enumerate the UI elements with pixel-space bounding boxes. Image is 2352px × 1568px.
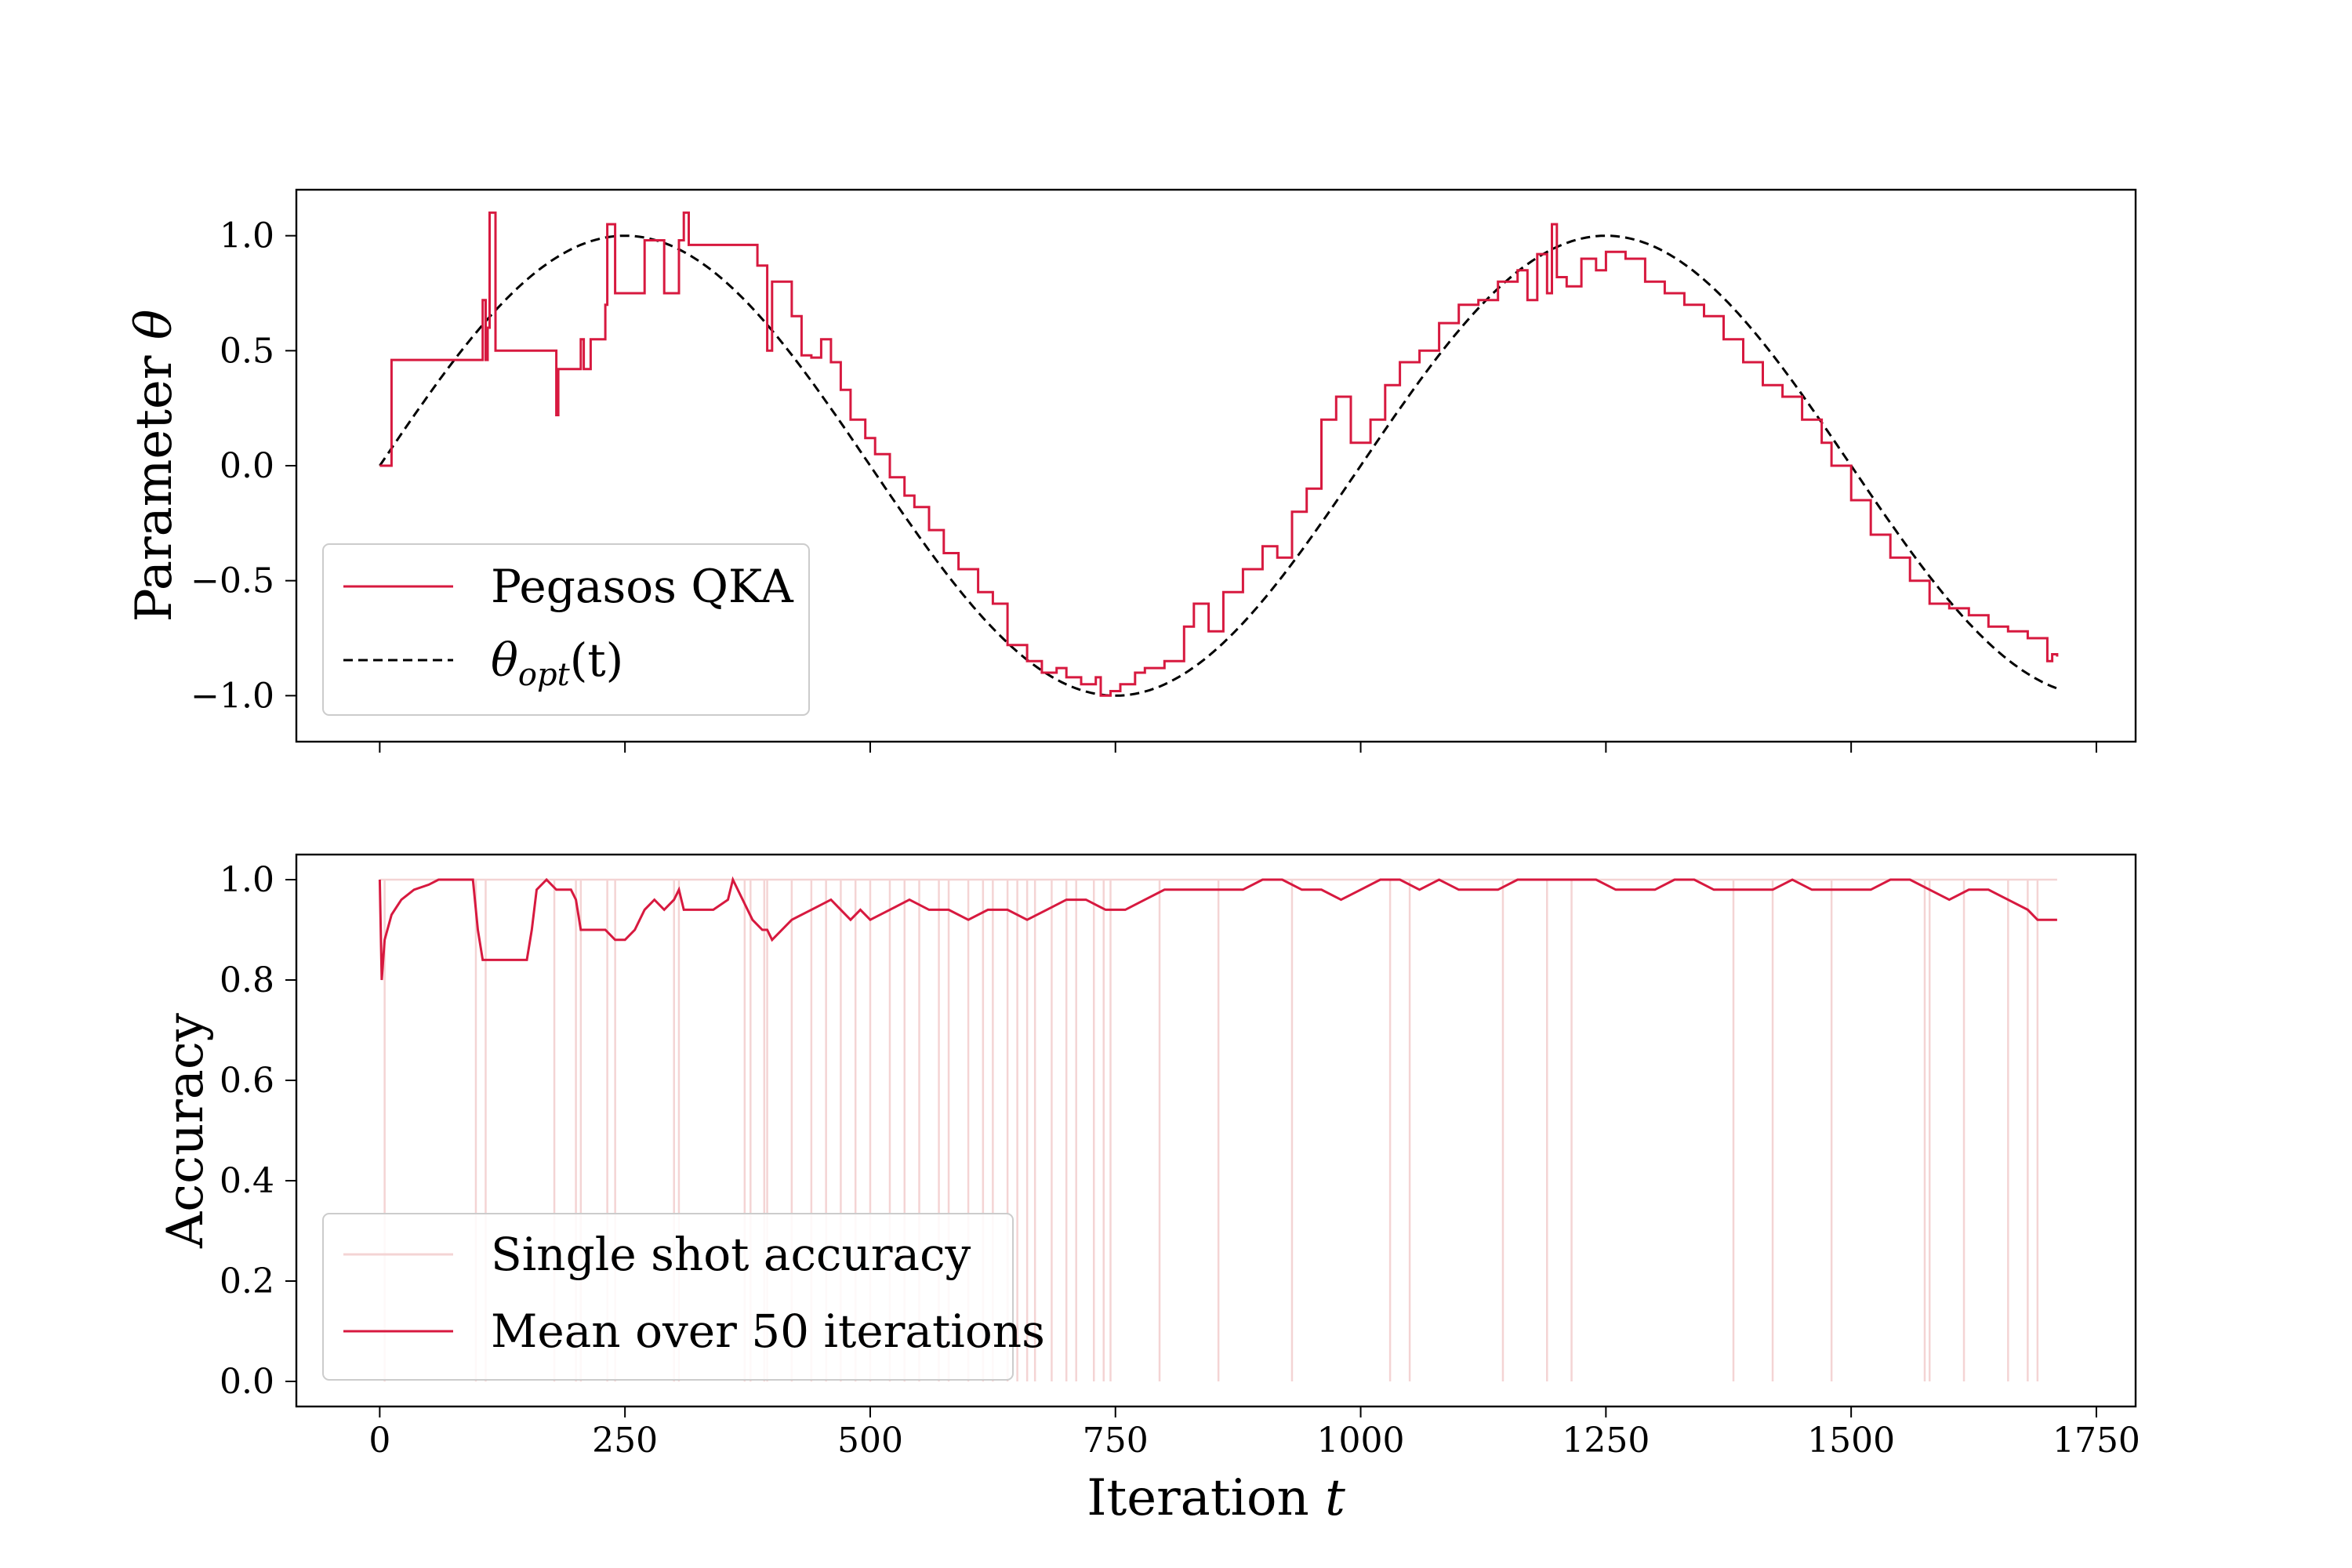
top-legend: Pegasos QKA θopt(t) xyxy=(322,543,810,716)
bottom-y-tick-label: 0.2 xyxy=(220,1261,274,1301)
bottom-y-tick-label: 0.6 xyxy=(220,1061,274,1101)
top-y-tick-label: 0.0 xyxy=(220,446,274,486)
bottom-y-tick-label: 0.4 xyxy=(220,1161,274,1201)
legend-label-theta-opt: θopt(t) xyxy=(491,633,623,693)
bottom-legend: Single shot accuracy Mean over 50 iterat… xyxy=(322,1213,1045,1381)
bottom-y-tick-label: 1.0 xyxy=(220,860,274,900)
x-axis-label: Iteration t xyxy=(1087,1469,1345,1527)
top-y-axis-label: Parameter θ xyxy=(125,310,183,622)
bottom-y-tick-label: 0.8 xyxy=(220,960,274,1000)
x-tick-label: 0 xyxy=(368,1421,390,1461)
x-tick-label: 1500 xyxy=(1807,1421,1895,1461)
legend-label-pegasos: Pegasos QKA xyxy=(491,560,794,613)
bottom-legend-box xyxy=(322,1213,1014,1381)
x-tick-label: 500 xyxy=(837,1421,903,1461)
bottom-y-tick-label: 0.0 xyxy=(220,1362,274,1402)
bottom-y-axis-label: Accuracy xyxy=(157,1013,215,1249)
top-y-tick-label: −0.5 xyxy=(191,561,274,601)
x-tick-label: 750 xyxy=(1083,1421,1149,1461)
series-theta-opt xyxy=(379,234,2058,697)
top-plot-area xyxy=(379,211,2059,697)
x-tick-label: 1750 xyxy=(2053,1421,2140,1461)
x-tick-label: 250 xyxy=(592,1421,658,1461)
series-mean-accuracy xyxy=(378,876,2057,981)
x-tick-label: 1250 xyxy=(1562,1421,1650,1461)
top-y-tick-label: 0.5 xyxy=(220,331,274,371)
bottom-axes-frame xyxy=(295,853,2137,1408)
legend-label-single-shot: Single shot accuracy xyxy=(491,1228,971,1281)
series-pegasos-qka xyxy=(379,211,2059,697)
x-tick-label: 1000 xyxy=(1317,1421,1405,1461)
legend-label-mean: Mean over 50 iterations xyxy=(491,1305,1045,1358)
top-y-tick-label: −1.0 xyxy=(191,676,274,716)
bottom-ticks: 0 250 500 750 1000 1250 1500 1750 0.0 0.2 0.4 0.6 0.… xyxy=(220,860,2140,1461)
top-ticks: 1.0 0.5 0.0 −0.5 −1.0 xyxy=(191,216,2097,753)
top-y-tick-label: 1.0 xyxy=(220,216,274,256)
top-panel: 1.0 0.5 0.0 −0.5 −1.0 Parameter θ Pegasos QK… xyxy=(125,188,2137,753)
bottom-panel: 0 250 500 750 1000 1250 1500 1750 0.0 0.2 0.4 0.6 0.… xyxy=(157,853,2140,1527)
